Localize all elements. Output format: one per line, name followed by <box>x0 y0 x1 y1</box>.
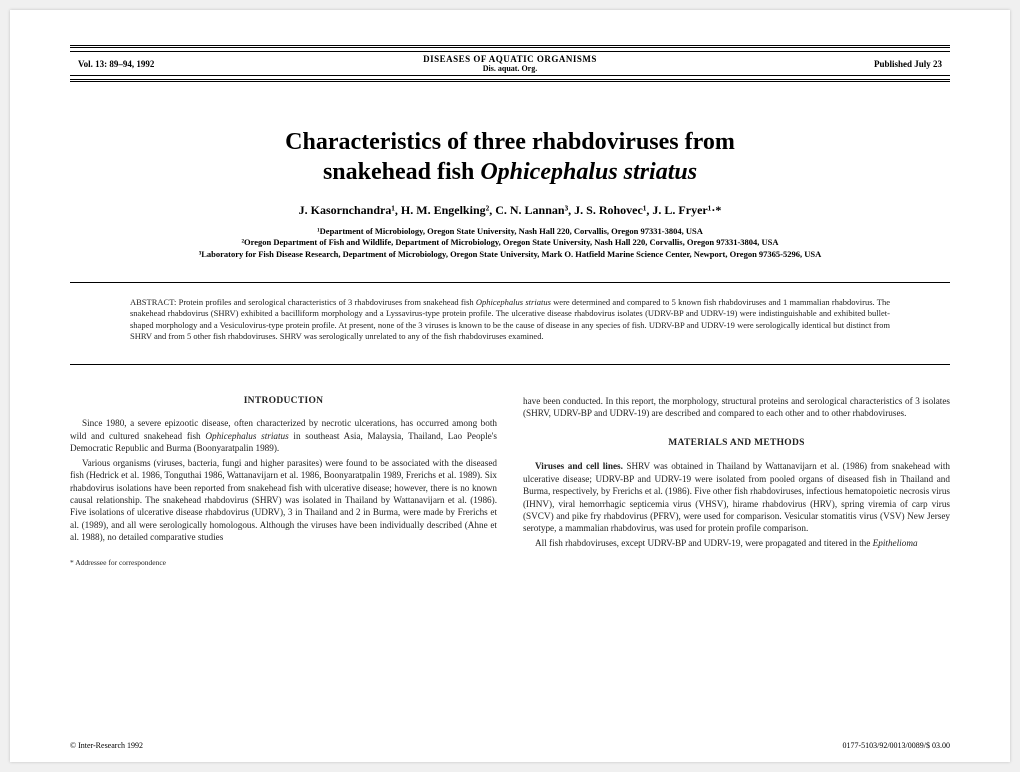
journal-title: DISEASES OF AQUATIC ORGANISMS <box>294 54 726 64</box>
intro-para-1: Since 1980, a severe epizootic disease, … <box>70 417 497 454</box>
issn-price: 0177-5103/92/0013/0089/$ 03.00 <box>842 741 950 750</box>
correspondence-footnote: * Addressee for correspondence <box>70 558 497 568</box>
methods-species: Epithelioma <box>873 538 918 548</box>
volume-info: Vol. 13: 89–94, 1992 <box>78 59 294 69</box>
intro-species: Ophicephalus striatus <box>205 431 288 441</box>
methods-para-1: Viruses and cell lines. SHRV was obtaine… <box>523 460 950 535</box>
publish-date: Published July 23 <box>726 59 942 69</box>
abstract-label: ABSTRACT: <box>130 297 179 307</box>
abstract-text-a: Protein profiles and serological charact… <box>179 297 476 307</box>
copyright: © Inter-Research 1992 <box>70 741 143 750</box>
article-title: Characteristics of three rhabdoviruses f… <box>70 127 950 187</box>
affiliation-1: ¹Department of Microbiology, Oregon Stat… <box>70 226 950 237</box>
methods-runin: Viruses and cell lines. <box>535 461 626 471</box>
introduction-heading: INTRODUCTION <box>70 395 497 408</box>
divider-bottom <box>70 364 950 365</box>
abstract-species: Ophicephalus striatus <box>476 297 551 307</box>
journal-block: DISEASES OF AQUATIC ORGANISMS Dis. aquat… <box>294 54 726 73</box>
journal-header: Vol. 13: 89–94, 1992 DISEASES OF AQUATIC… <box>70 45 950 82</box>
title-species: Ophicephalus striatus <box>480 159 697 185</box>
methods-heading: MATERIALS AND METHODS <box>523 437 950 450</box>
abstract: ABSTRACT: Protein profiles and serologic… <box>70 297 950 341</box>
affiliation-3: ³Laboratory for Fish Disease Research, D… <box>70 249 950 260</box>
divider-top <box>70 282 950 283</box>
author-list: J. Kasornchandra¹, H. M. Engelking², C. … <box>70 203 950 218</box>
intro-para-2: Various organisms (viruses, bacteria, fu… <box>70 457 497 544</box>
title-line2-plain: snakehead fish <box>323 159 480 185</box>
body-columns: INTRODUCTION Since 1980, a severe epizoo… <box>70 395 950 568</box>
header-inner: Vol. 13: 89–94, 1992 DISEASES OF AQUATIC… <box>70 51 950 76</box>
journal-abbrev: Dis. aquat. Org. <box>294 64 726 73</box>
methods-para-2: All fish rhabdoviruses, except UDRV-BP a… <box>523 537 950 549</box>
paper-page: Vol. 13: 89–94, 1992 DISEASES OF AQUATIC… <box>10 10 1010 762</box>
intro-continuation: have been conducted. In this report, the… <box>523 395 950 420</box>
title-line1: Characteristics of three rhabdoviruses f… <box>285 129 735 155</box>
affiliation-2: ²Oregon Department of Fish and Wildlife,… <box>70 237 950 248</box>
affiliations: ¹Department of Microbiology, Oregon Stat… <box>70 226 950 260</box>
right-column: have been conducted. In this report, the… <box>523 395 950 568</box>
left-column: INTRODUCTION Since 1980, a severe epizoo… <box>70 395 497 568</box>
page-footer: © Inter-Research 1992 0177-5103/92/0013/… <box>70 741 950 750</box>
methods-p1: SHRV was obtained in Thailand by Wattana… <box>523 461 950 533</box>
methods-p2a: All fish rhabdoviruses, except UDRV-BP a… <box>535 538 873 548</box>
